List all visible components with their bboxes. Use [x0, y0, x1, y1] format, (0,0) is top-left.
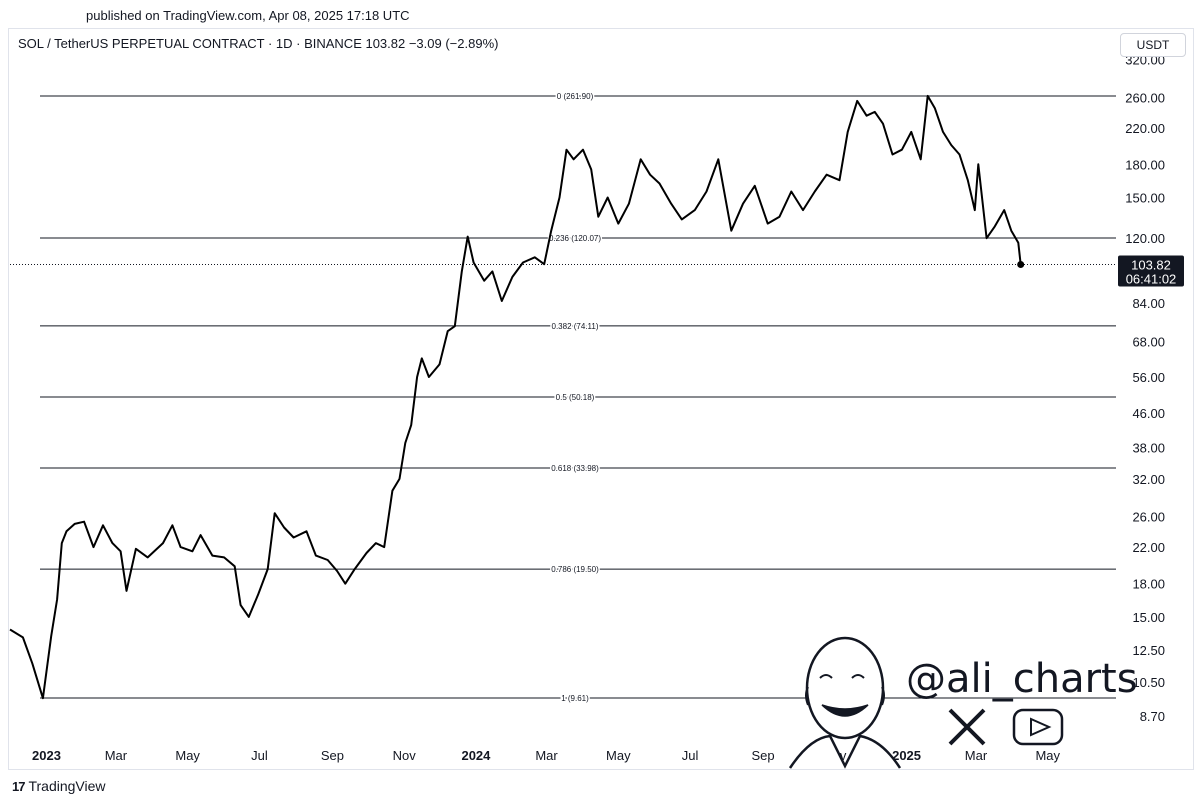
price-tick-label: 180.00 — [1125, 157, 1165, 172]
price-tick-label: 15.00 — [1132, 610, 1165, 625]
price-tick-label: 56.00 — [1132, 370, 1165, 385]
time-tick-label: 2025 — [892, 748, 921, 763]
footer-brand[interactable]: 17 TradingView — [12, 778, 106, 794]
avatar-ears — [805, 686, 885, 706]
watermark-handle: @ali_charts — [906, 656, 1138, 702]
price-axis[interactable]: 320.00260.00220.00180.00150.00120.0084.0… — [1125, 53, 1165, 725]
time-tick-label: Sep — [751, 748, 774, 763]
last-price-dot — [1017, 261, 1025, 269]
avatar-eyes — [819, 674, 865, 679]
tradingview-logo-icon: 17 — [12, 778, 26, 794]
fib-level-label: 0.236 (120.07) — [549, 234, 601, 243]
price-line — [9, 94, 1022, 700]
time-tick-label: Nov — [393, 748, 417, 763]
last-price-tag-box — [1118, 255, 1184, 287]
fib-level-label: 0.786 (19.50) — [551, 565, 599, 574]
time-tick-label: 2023 — [32, 748, 61, 763]
price-tick-label: 46.00 — [1132, 406, 1165, 421]
countdown-value: 06:41:02 — [1126, 272, 1177, 287]
time-axis[interactable]: 2023MarMayJulSepNov2024MarMayJulSepNov20… — [32, 748, 1061, 763]
price-tick-label: 10.50 — [1132, 675, 1165, 690]
youtube-icon — [1012, 708, 1064, 746]
price-tick-label: 68.00 — [1132, 335, 1165, 350]
youtube-play-icon — [1030, 717, 1052, 737]
currency-unit-button[interactable]: USDT — [1120, 33, 1186, 57]
price-tick-label: 22.00 — [1132, 540, 1165, 555]
price-tick-label: 18.00 — [1132, 577, 1165, 592]
time-tick-label: May — [1035, 748, 1060, 763]
time-tick-label: Jul — [682, 748, 699, 763]
time-tick-label: Sep — [321, 748, 344, 763]
brand-name: TradingView — [28, 778, 106, 794]
time-tick-label: Mar — [965, 748, 988, 763]
avatar-smile — [821, 704, 869, 717]
avatar-shoulders — [788, 734, 902, 769]
price-tick-label: 38.00 — [1132, 441, 1165, 456]
time-tick-label: 2024 — [461, 748, 491, 763]
fibonacci-retracement[interactable]: 0 (261.90) 0.236 (120.07) 0.382 (74.11) 0.5… — [10, 91, 1116, 705]
price-tick-label: 150.00 — [1125, 191, 1165, 206]
price-tick-label: 12.50 — [1132, 643, 1165, 658]
symbol-legend[interactable]: SOL / TetherUS PERPETUAL CONTRACT · 1D ·… — [18, 36, 499, 51]
fib-level-label: 0.5 (50.18) — [556, 393, 595, 402]
chart-frame — [8, 28, 1194, 770]
price-tick-label: 84.00 — [1132, 296, 1165, 311]
price-tick-label: 260.00 — [1125, 90, 1165, 105]
time-tick-label: Mar — [105, 748, 128, 763]
fib-level-label: 1 (9.61) — [561, 694, 589, 703]
price-tick-label: 120.00 — [1125, 231, 1165, 246]
time-tick-label: May — [175, 748, 200, 763]
avatar-illustration — [805, 636, 885, 740]
watermark-art — [788, 636, 1064, 769]
price-tick-label: 8.70 — [1140, 709, 1165, 724]
fib-level-label: 0 (261.90) — [557, 92, 594, 101]
time-tick-label: May — [606, 748, 631, 763]
published-timestamp: published on TradingView.com, Apr 08, 20… — [86, 8, 410, 23]
x-logo-icon — [948, 708, 986, 746]
fib-level-label: 0.618 (33.98) — [551, 464, 599, 473]
last-price-value: 103.82 — [1131, 258, 1171, 273]
time-tick-label: Mar — [535, 748, 558, 763]
time-tick-label: Jul — [251, 748, 268, 763]
price-tick-label: 26.00 — [1132, 510, 1165, 525]
price-series — [9, 94, 1025, 700]
fib-level-label: 0.382 (74.11) — [552, 322, 599, 331]
price-tick-label: 32.00 — [1132, 472, 1165, 487]
price-tick-label: 220.00 — [1125, 121, 1165, 136]
